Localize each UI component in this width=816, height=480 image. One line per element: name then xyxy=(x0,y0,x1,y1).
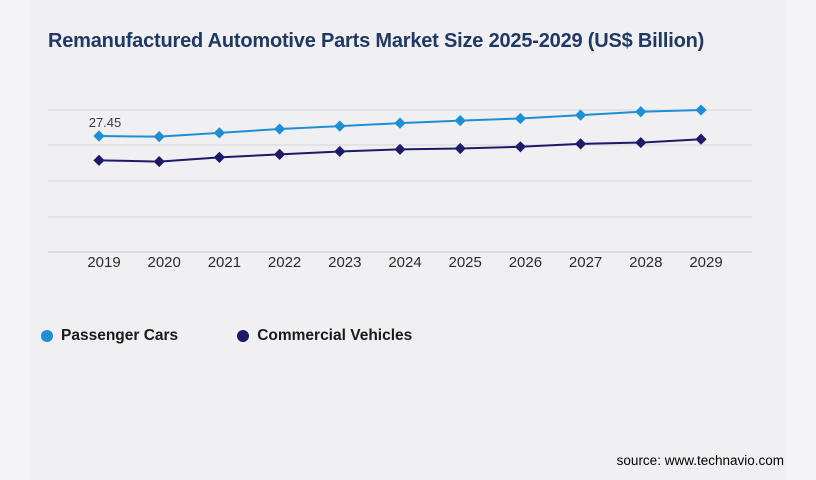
series-commercial-vehicles xyxy=(93,133,707,168)
x-tick-label-2023: 2023 xyxy=(328,254,361,271)
x-tick-label-2019: 2019 xyxy=(87,254,120,271)
legend-label: Commercial Vehicles xyxy=(257,327,413,344)
passenger-cars-point-2019 xyxy=(93,130,105,142)
legend-item-passenger-cars: Passenger Cars xyxy=(41,327,178,345)
passenger-cars-point-2021 xyxy=(213,127,225,139)
commercial-vehicles-point-2023 xyxy=(334,145,346,158)
passenger-cars-point-2025 xyxy=(454,115,466,127)
commercial-vehicles-point-2021 xyxy=(213,151,225,163)
commercial-vehicles-point-2020 xyxy=(153,155,165,168)
chart-legend: Passenger Cars Commercial Vehicles xyxy=(41,327,412,345)
passenger-cars-point-2027 xyxy=(575,109,587,121)
x-axis-labels: 2019 2020 2021 2022 2023 2024 2025 2026 2027 2028… xyxy=(87,254,722,271)
source-attribution: source: www.technavio.com xyxy=(616,453,784,468)
chart-title: Remanufactured Automotive Parts Market S… xyxy=(48,30,705,52)
commercial-vehicles-point-2019 xyxy=(93,154,105,166)
x-tick-label-2020: 2020 xyxy=(148,254,181,271)
passenger-cars-point-2029 xyxy=(695,104,707,116)
series-passenger-cars xyxy=(93,104,707,143)
passenger-cars-marker-icon xyxy=(41,330,53,342)
passenger-cars-point-2024 xyxy=(394,117,406,129)
commercial-vehicles-point-2029 xyxy=(695,133,707,145)
passenger-cars-point-2026 xyxy=(514,112,526,125)
commercial-vehicles-marker-icon xyxy=(237,330,250,342)
commercial-vehicles-point-2028 xyxy=(635,136,647,149)
passenger-cars-point-2022 xyxy=(274,123,286,135)
commercial-vehicles-point-2024 xyxy=(394,143,406,155)
x-tick-label-2024: 2024 xyxy=(388,254,421,271)
x-tick-label-2027: 2027 xyxy=(569,254,602,271)
x-tick-label-2025: 2025 xyxy=(449,254,482,271)
x-tick-label-2022: 2022 xyxy=(268,254,301,271)
data-label-2019: 27.45 xyxy=(89,115,122,130)
commercial-vehicles-point-2022 xyxy=(274,148,286,161)
market-size-line-chart: 2019 2020 2021 2022 2023 2024 2025 2026 2027 2028… xyxy=(48,104,752,271)
x-tick-label-2021: 2021 xyxy=(208,254,241,271)
passenger-cars-point-2020 xyxy=(153,131,165,143)
legend-item-commercial-vehicles: Commercial Vehicles xyxy=(237,327,412,345)
chart-card xyxy=(31,0,786,480)
commercial-vehicles-point-2026 xyxy=(514,141,526,153)
commercial-vehicles-point-2025 xyxy=(454,142,466,155)
x-tick-label-2029: 2029 xyxy=(689,254,722,271)
x-tick-label-2028: 2028 xyxy=(629,254,662,271)
passenger-cars-point-2023 xyxy=(334,120,346,132)
legend-label: Passenger Cars xyxy=(61,327,179,344)
passenger-cars-point-2028 xyxy=(635,106,647,118)
commercial-vehicles-point-2027 xyxy=(575,138,587,150)
x-tick-label-2026: 2026 xyxy=(509,254,542,271)
